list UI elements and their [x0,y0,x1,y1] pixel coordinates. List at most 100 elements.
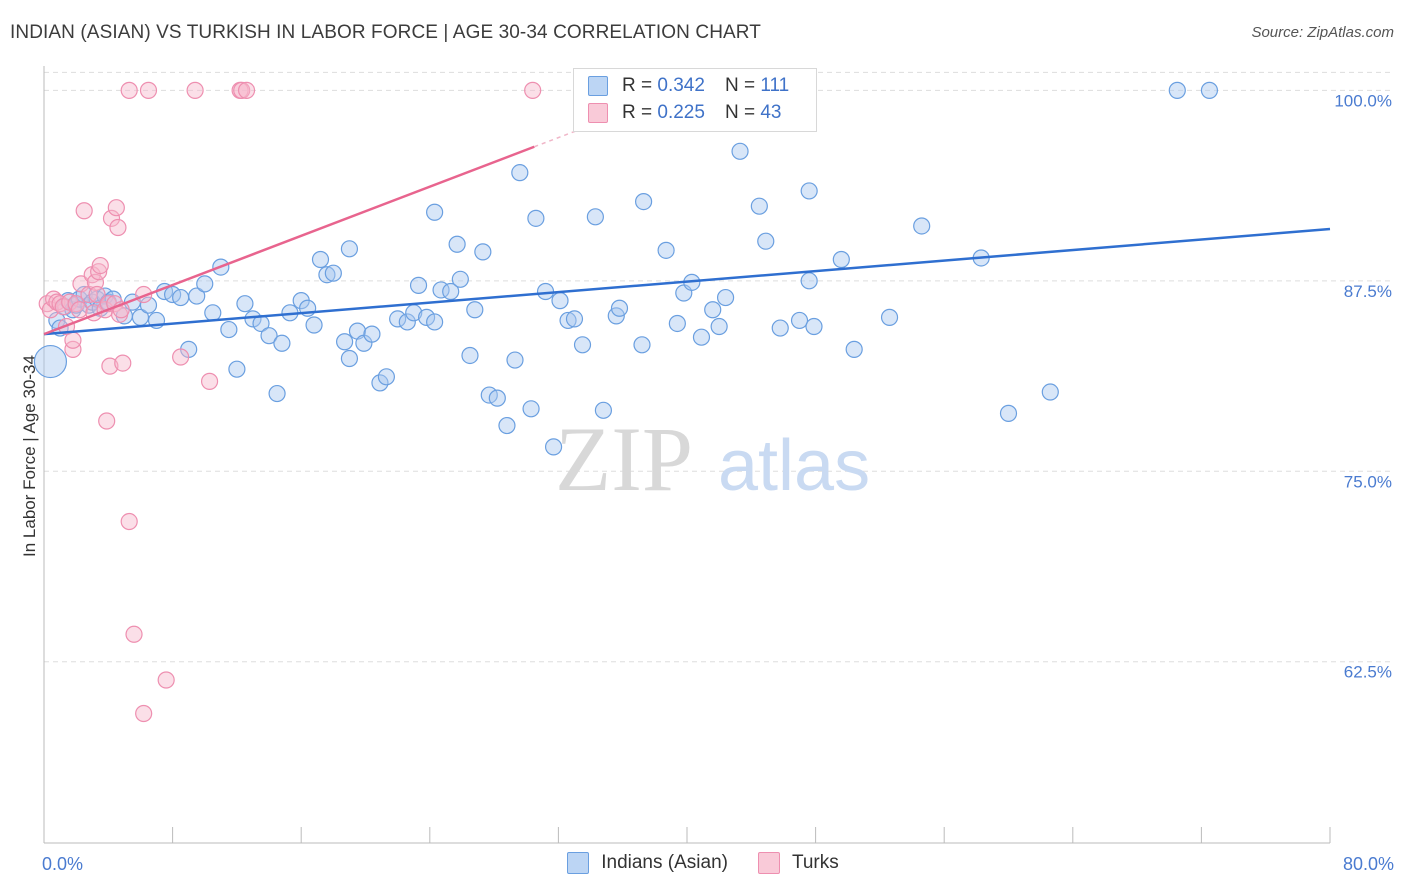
legend-r-value: 0.342 [657,75,705,96]
indian-point [633,336,651,354]
indian-point [260,327,278,345]
indian-point [668,314,686,333]
legend-swatch-blue [588,76,608,96]
indian-point [913,217,931,235]
indian-point [771,319,789,337]
turk-point [172,348,190,366]
indian-point [1041,383,1059,401]
indian-point [268,384,286,403]
y-tick-label: 87.5% [1344,282,1392,301]
turk-point [64,340,82,358]
indian-point [220,320,238,339]
turk-point [135,704,153,723]
x-tick-label: 0.0% [42,854,83,874]
indian-point [340,349,359,368]
series-swatch-blue [567,852,590,874]
indian-point [710,317,728,336]
turk-point [102,209,121,227]
indian-point [551,292,569,310]
indian-point [488,389,506,407]
chart-title: INDIAN (ASIAN) VS TURKISH IN LABOR FORCE… [10,22,761,43]
legend-n-value: 111 [760,75,790,96]
indian-point [336,333,354,351]
indian-point [800,272,818,290]
turk-point [139,81,158,99]
legend-r-value: 0.225 [657,102,705,123]
indian-point [610,299,629,317]
indian-point [634,192,653,211]
turk-point [186,81,204,99]
indian-point [790,311,809,330]
indian-point [448,235,466,253]
data-points [33,81,1219,723]
indian-point [363,325,381,343]
turk-point [75,202,93,220]
indian-point [398,313,416,331]
indian-point [511,164,529,182]
indian-point [474,243,492,261]
indian-point [426,313,444,331]
turk-point [125,625,143,643]
watermark: ZIP atlas [555,408,870,510]
indian-point [442,282,460,301]
indian-point [417,308,436,326]
indian-point [1200,81,1219,99]
indian-point [305,316,323,334]
series-legend-turks[interactable]: Turks [757,852,839,874]
indian-point [340,240,359,258]
indian-point [999,404,1018,422]
indian-point [498,416,516,435]
indian-point [371,374,389,392]
indian-point [731,142,749,160]
indian-point [544,438,563,456]
legend-n-label: N = [724,75,756,96]
indian-point [139,296,158,314]
turk-point [237,81,256,99]
legend-swatch-pink [588,103,608,123]
turk-point [200,372,219,390]
watermark-atlas: atlas [718,426,870,506]
legend-row-turks: R = 0.225 N = 43 [588,102,781,124]
indian-point [750,197,768,215]
indian-point [318,266,336,284]
turk-point [120,512,138,531]
watermark-zip: ZIP [555,408,693,510]
series-legend-label: Indians (Asian) [601,852,728,873]
y-tick-label: 100.0% [1334,91,1392,110]
indian-point [196,275,214,293]
indian-point [527,209,545,227]
indian-point [716,288,735,307]
indian-point [805,317,823,336]
turk-point [70,301,88,319]
turk-point [524,81,542,99]
y-tick-label: 62.5% [1344,663,1392,682]
trendline-turks [43,145,535,336]
indian-point [845,340,863,358]
legend-r-label: R = [622,75,653,96]
indian-point [565,310,584,328]
indian-point [704,301,722,319]
series-swatch-pink [757,852,780,874]
indian-point [33,344,68,379]
legend-n-value: 43 [760,102,782,123]
indian-point [466,301,484,319]
indian-point [273,334,291,352]
indian-point [586,208,604,226]
series-legend-label: Turks [791,852,839,873]
turk-point [120,81,138,99]
indian-point [228,360,246,378]
indian-point [461,346,479,365]
turk-point [88,285,106,304]
indian-point [377,368,395,386]
turk-point [98,412,116,430]
indian-point [236,295,254,313]
indian-point [594,401,613,419]
indian-point [426,203,444,221]
turk-point [109,218,127,237]
axes [43,66,1331,844]
series-legend-indians[interactable]: Indians (Asian) [567,852,728,874]
indian-point [692,328,711,346]
indian-point [573,336,592,354]
indian-point [1168,81,1186,99]
